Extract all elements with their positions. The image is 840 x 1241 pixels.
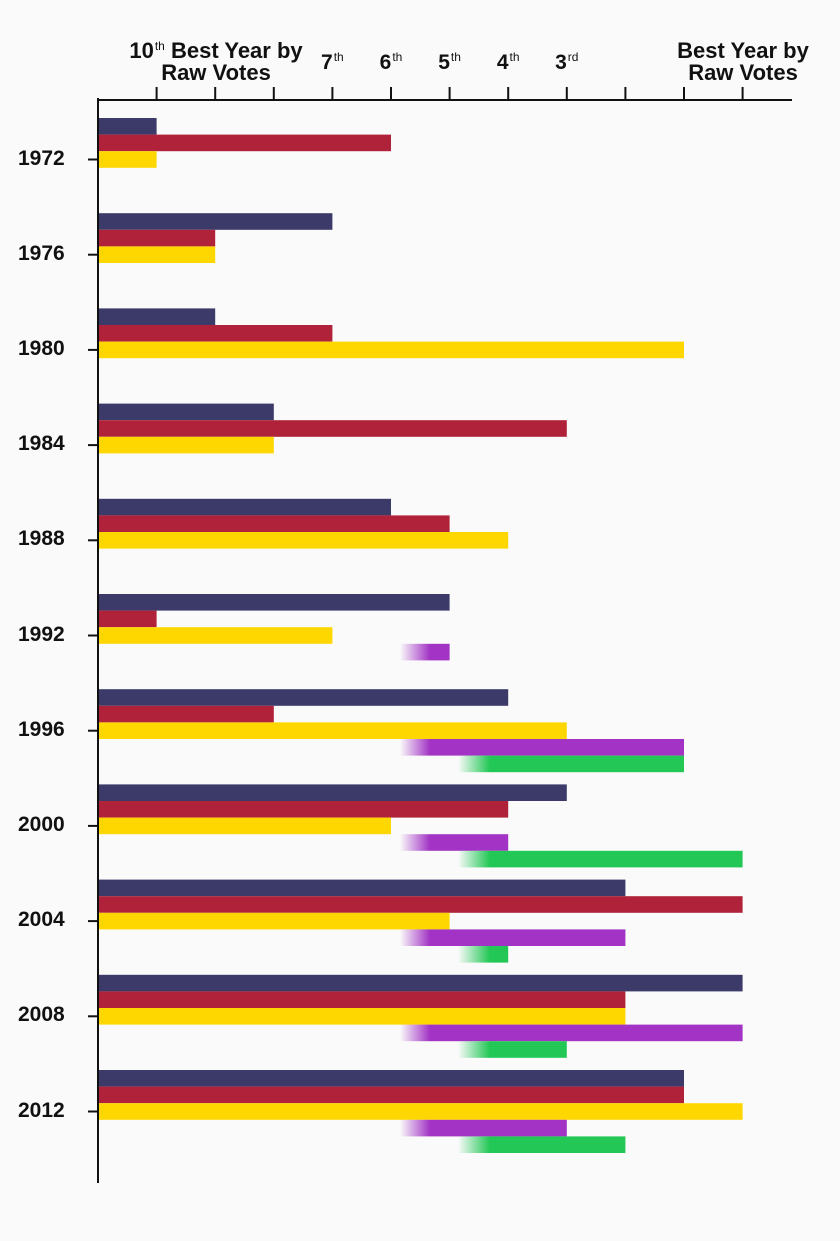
y-tick-label-1992: 1992 <box>18 622 65 646</box>
y-tick-label-1980: 1980 <box>18 336 65 360</box>
bar-series-purple-2000 <box>400 834 509 851</box>
bar-series-yellow-2004 <box>98 912 450 930</box>
bar-series-navy-2008 <box>98 974 743 992</box>
bar-series-yellow-1980 <box>98 341 684 359</box>
y-tick-label-1976: 1976 <box>18 241 65 265</box>
x-tick-label-rank-6: 6th <box>379 50 403 74</box>
bar-series-red-1996 <box>98 705 274 723</box>
bar-series-yellow-2000 <box>98 817 391 835</box>
bar-series-yellow-1976 <box>98 246 216 263</box>
x-axis-left-label: 10th Best Year by Raw Votes <box>100 40 332 84</box>
bar-series-green-2004 <box>458 946 509 963</box>
y-tick-label-1984: 1984 <box>18 432 65 456</box>
x-tick-label-rank-7: 7th <box>321 50 344 74</box>
y-tick-label-1988: 1988 <box>18 527 65 551</box>
bar-series-red-1980 <box>98 325 333 342</box>
left-label-ordinal: 10 <box>129 38 154 63</box>
bar-series-purple-1996 <box>400 739 684 756</box>
bar-series-navy-1988 <box>98 498 391 516</box>
bar-series-red-2012 <box>98 1086 684 1104</box>
bar-series-purple-2012 <box>400 1119 567 1137</box>
bar-series-navy-1996 <box>98 689 509 706</box>
right-label-line2: Raw Votes <box>688 60 798 85</box>
bar-series-navy-2012 <box>98 1070 684 1087</box>
bar-series-red-1972 <box>98 134 391 152</box>
bar-series-green-1996 <box>458 755 684 773</box>
x-tick-label-rank-4: 4th <box>496 50 520 74</box>
left-label-suffix: th <box>154 39 165 53</box>
bar-series-yellow-1988 <box>98 532 509 549</box>
bar-series-red-2004 <box>98 896 743 913</box>
bar-series-red-2000 <box>98 801 509 818</box>
bar-series-green-2000 <box>458 850 743 868</box>
y-tick-label-2012: 2012 <box>18 1098 65 1122</box>
x-axis-right-label: Best Year by Raw Votes <box>655 40 831 84</box>
bar-series-yellow-1972 <box>98 151 157 168</box>
bar-series-navy-1980 <box>98 308 216 325</box>
bar-series-yellow-1996 <box>98 722 567 739</box>
x-tick-label-rank-5: 5th <box>438 50 461 74</box>
bar-series-navy-1984 <box>98 403 274 421</box>
bar-series-yellow-2012 <box>98 1103 743 1120</box>
left-label-line1: Best Year by <box>164 38 303 63</box>
bar-series-yellow-2008 <box>98 1008 626 1025</box>
bar-series-yellow-1984 <box>98 436 274 454</box>
y-tick-label-2008: 2008 <box>18 1003 65 1027</box>
bar-series-purple-2008 <box>400 1024 743 1042</box>
bar-series-purple-1992 <box>400 643 450 661</box>
bar-series-navy-2004 <box>98 879 626 897</box>
bar-series-red-1988 <box>98 515 450 532</box>
y-tick-label-1996: 1996 <box>18 717 65 741</box>
y-tick-label-1972: 1972 <box>18 146 65 170</box>
bar-series-navy-1992 <box>98 594 450 611</box>
bar-series-green-2012 <box>458 1136 626 1153</box>
bar-series-red-2008 <box>98 991 626 1008</box>
right-label-line1: Best Year by <box>677 38 809 63</box>
bar-series-yellow-1992 <box>98 627 333 644</box>
bar-series-green-2008 <box>458 1041 567 1058</box>
left-label-line2: Raw Votes <box>161 60 271 85</box>
bar-series-red-1984 <box>98 420 567 437</box>
y-tick-label-2004: 2004 <box>18 908 65 932</box>
y-tick-label-2000: 2000 <box>18 812 65 836</box>
bar-series-red-1992 <box>98 610 157 628</box>
x-tick-label-rank-3: 3rd <box>555 50 579 74</box>
bar-series-navy-2000 <box>98 784 567 801</box>
bar-series-navy-1972 <box>98 118 157 135</box>
bar-series-red-1976 <box>98 229 216 247</box>
bar-series-navy-1976 <box>98 213 333 230</box>
bar-series-purple-2004 <box>400 929 626 946</box>
